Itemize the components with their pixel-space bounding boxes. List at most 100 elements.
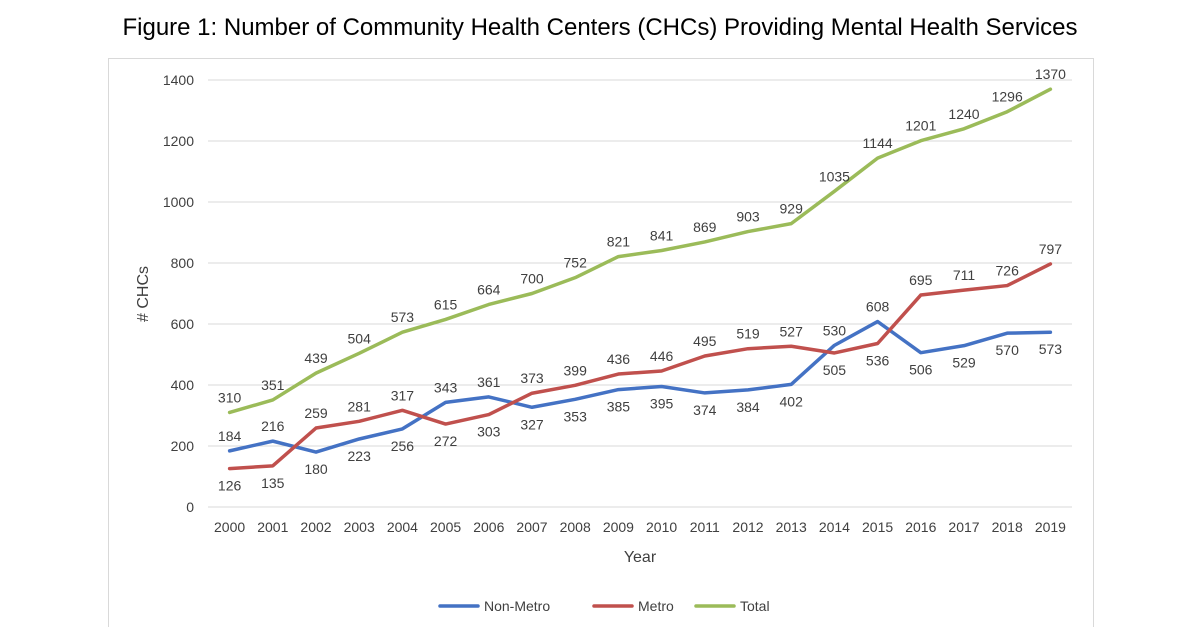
data-label: 126 bbox=[218, 478, 242, 494]
x-tick-label: 2005 bbox=[430, 519, 461, 535]
data-label: 439 bbox=[304, 350, 328, 366]
y-tick-label: 400 bbox=[171, 377, 195, 393]
data-label: 797 bbox=[1039, 241, 1063, 257]
data-label: 223 bbox=[348, 448, 372, 464]
data-label: 256 bbox=[391, 438, 415, 454]
data-label: 184 bbox=[218, 428, 242, 444]
data-label: 573 bbox=[1039, 341, 1063, 357]
y-tick-label: 200 bbox=[171, 438, 195, 454]
data-label: 495 bbox=[693, 333, 717, 349]
data-label: 310 bbox=[218, 389, 242, 405]
y-tick-label: 1000 bbox=[163, 194, 194, 210]
x-tick-label: 2004 bbox=[387, 519, 418, 535]
x-tick-label: 2009 bbox=[603, 519, 634, 535]
x-tick-label: 2015 bbox=[862, 519, 893, 535]
x-tick-label: 2010 bbox=[646, 519, 677, 535]
y-tick-label: 0 bbox=[186, 499, 194, 515]
legend: Non-Metro Metro Total bbox=[438, 598, 770, 614]
series-line-total bbox=[227, 87, 1053, 415]
data-label: 821 bbox=[607, 234, 631, 250]
x-tick-label: 2001 bbox=[257, 519, 288, 535]
data-label: 385 bbox=[607, 399, 631, 415]
data-label: 1144 bbox=[863, 135, 893, 151]
data-label: 869 bbox=[693, 219, 717, 235]
legend-label: Total bbox=[740, 598, 770, 614]
legend-label: Non-Metro bbox=[484, 598, 550, 614]
data-label: 216 bbox=[261, 418, 285, 434]
data-label: 272 bbox=[434, 433, 458, 449]
data-label: 1201 bbox=[905, 118, 936, 134]
data-label: 353 bbox=[564, 408, 588, 424]
data-label: 903 bbox=[736, 209, 760, 225]
data-label: 343 bbox=[434, 379, 458, 395]
data-label: 395 bbox=[650, 396, 674, 412]
data-label: 327 bbox=[520, 416, 544, 432]
data-label: 259 bbox=[304, 405, 328, 421]
data-label: 1296 bbox=[992, 89, 1023, 105]
data-label: 506 bbox=[909, 362, 933, 378]
data-label: 519 bbox=[736, 326, 760, 342]
data-label: 303 bbox=[477, 424, 501, 440]
data-label: 615 bbox=[434, 296, 458, 312]
data-label: 752 bbox=[564, 255, 588, 271]
x-tick-label: 2006 bbox=[473, 519, 504, 535]
x-tick-label: 2019 bbox=[1035, 519, 1066, 535]
x-tick-label: 2013 bbox=[776, 519, 807, 535]
series-lines bbox=[227, 87, 1053, 471]
data-label: 180 bbox=[304, 461, 328, 477]
y-tick-label: 1200 bbox=[163, 133, 194, 149]
chart-title: Figure 1: Number of Community Health Cen… bbox=[122, 14, 1078, 41]
data-label: 608 bbox=[866, 299, 890, 315]
series-line-metro bbox=[227, 262, 1053, 471]
data-label: 384 bbox=[736, 399, 760, 415]
x-tick-label: 2000 bbox=[214, 519, 245, 535]
data-label: 446 bbox=[650, 348, 674, 364]
data-label: 530 bbox=[823, 322, 847, 338]
data-label: 700 bbox=[520, 271, 544, 287]
data-label: 1370 bbox=[1035, 66, 1066, 82]
x-tick-label: 2018 bbox=[992, 519, 1023, 535]
y-axis-title: # CHCs bbox=[135, 266, 152, 322]
x-tick-label: 2008 bbox=[560, 519, 591, 535]
data-label: 281 bbox=[348, 398, 372, 414]
data-label: 536 bbox=[866, 353, 890, 369]
x-tick-label: 2016 bbox=[905, 519, 936, 535]
legend-label: Metro bbox=[638, 598, 674, 614]
data-label: 570 bbox=[996, 342, 1020, 358]
x-tick-label: 2012 bbox=[732, 519, 763, 535]
gridlines bbox=[208, 79, 1072, 508]
y-tick-label: 1400 bbox=[163, 72, 194, 88]
data-label: 351 bbox=[261, 377, 285, 393]
data-label: 929 bbox=[780, 201, 804, 217]
x-tick-label: 2011 bbox=[690, 519, 720, 535]
x-tick-label: 2002 bbox=[300, 519, 331, 535]
data-label: 726 bbox=[996, 263, 1020, 279]
data-label: 135 bbox=[261, 475, 285, 491]
data-label: 373 bbox=[520, 370, 544, 386]
data-label: 436 bbox=[607, 351, 631, 367]
data-label: 374 bbox=[693, 402, 717, 418]
data-label: 402 bbox=[780, 393, 804, 409]
data-label: 529 bbox=[952, 355, 976, 371]
y-tick-label: 600 bbox=[171, 316, 195, 332]
y-tick-label: 800 bbox=[171, 255, 195, 271]
x-axis-title: Year bbox=[624, 549, 657, 566]
data-label: 1035 bbox=[819, 168, 850, 184]
data-label: 317 bbox=[391, 387, 415, 403]
x-tick-label: 2014 bbox=[819, 519, 850, 535]
x-tick-label: 2017 bbox=[948, 519, 979, 535]
data-label: 399 bbox=[564, 362, 588, 378]
chart-frame bbox=[108, 58, 1094, 627]
data-label: 504 bbox=[348, 330, 372, 346]
series-line-non-metro bbox=[227, 319, 1053, 454]
data-label: 711 bbox=[953, 267, 976, 283]
data-label: 527 bbox=[780, 323, 804, 339]
data-label: 841 bbox=[650, 227, 674, 243]
data-label: 695 bbox=[909, 272, 933, 288]
x-tick-label: 2003 bbox=[344, 519, 375, 535]
data-label: 1240 bbox=[948, 106, 979, 122]
data-label: 361 bbox=[477, 374, 501, 390]
data-label: 505 bbox=[823, 362, 847, 378]
x-axis-ticks: 2000 2001 2002 2003 2004 2005 2006 2007 2008 2009… bbox=[214, 519, 1066, 535]
